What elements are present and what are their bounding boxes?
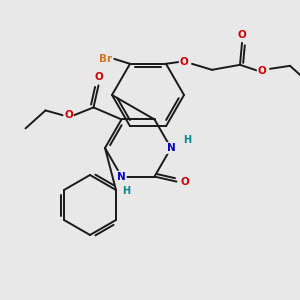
Text: Br: Br	[99, 54, 112, 64]
Text: O: O	[180, 57, 188, 67]
Text: H: H	[122, 186, 130, 196]
Text: N: N	[117, 172, 126, 182]
Text: N: N	[167, 143, 176, 153]
Text: O: O	[94, 72, 103, 82]
Text: O: O	[64, 110, 73, 120]
Text: O: O	[180, 177, 189, 187]
Text: H: H	[183, 135, 191, 145]
Text: O: O	[258, 66, 266, 76]
Text: O: O	[238, 30, 246, 40]
